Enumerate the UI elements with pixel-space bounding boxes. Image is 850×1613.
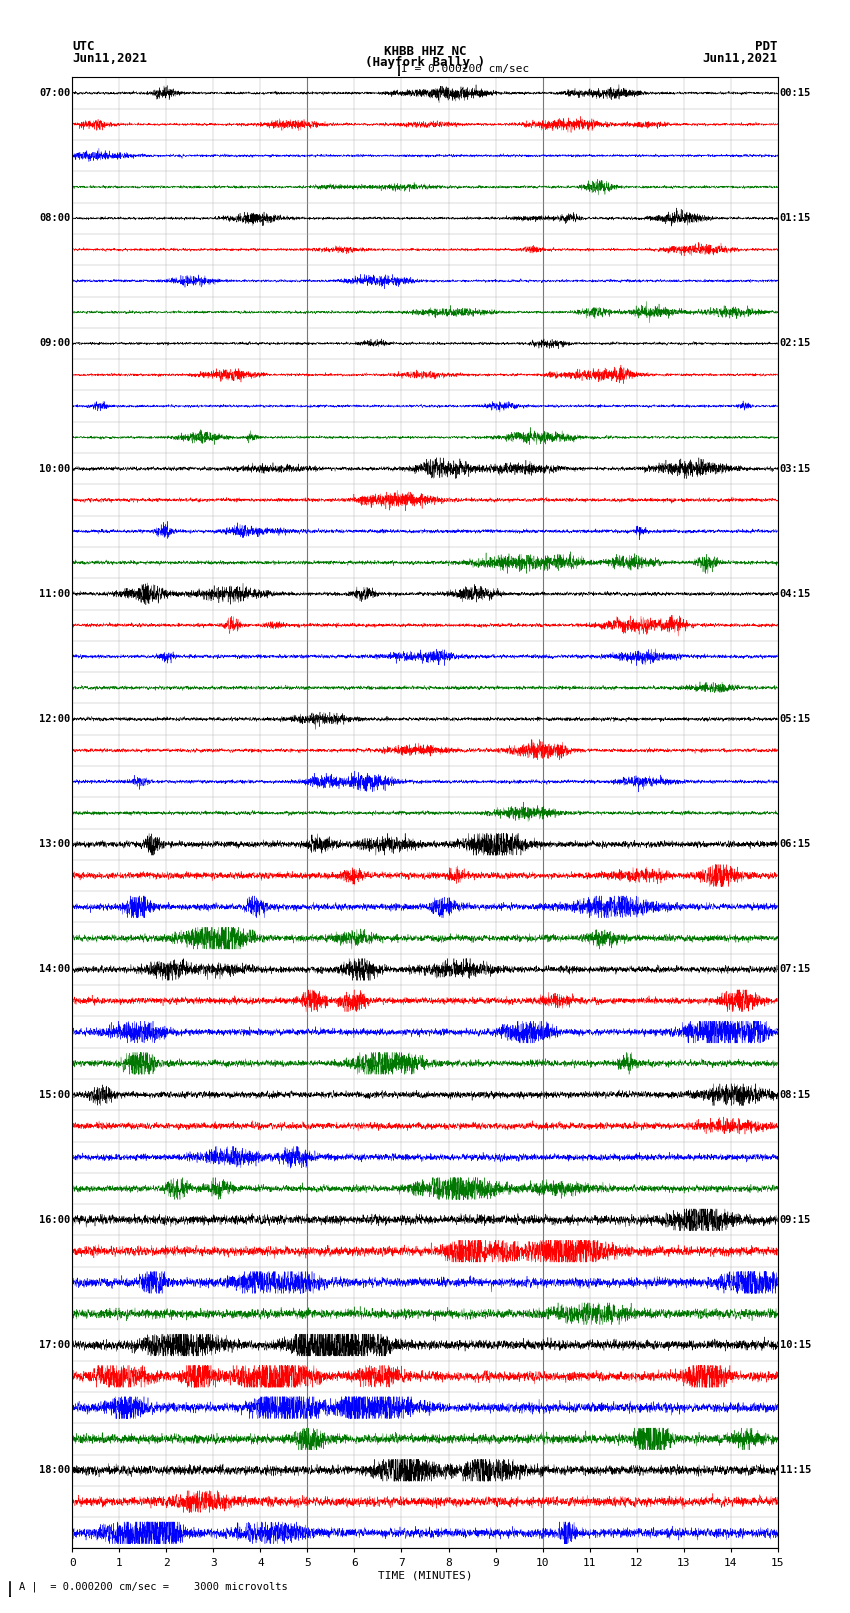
Text: A |  = 0.000200 cm/sec =    3000 microvolts: A | = 0.000200 cm/sec = 3000 microvolts: [19, 1582, 287, 1592]
Text: 07:15: 07:15: [779, 965, 811, 974]
Text: 03:15: 03:15: [779, 463, 811, 474]
Text: 10:00: 10:00: [39, 463, 71, 474]
Text: 05:15: 05:15: [779, 715, 811, 724]
Text: UTC: UTC: [72, 40, 94, 53]
Text: 18:00: 18:00: [39, 1465, 71, 1476]
Text: 11:00: 11:00: [39, 589, 71, 598]
Text: 09:15: 09:15: [779, 1215, 811, 1224]
Text: 14:00: 14:00: [39, 965, 71, 974]
Text: (Hayfork Bally ): (Hayfork Bally ): [365, 56, 485, 69]
Text: 15:00: 15:00: [39, 1090, 71, 1100]
Text: 08:15: 08:15: [779, 1090, 811, 1100]
Text: 09:00: 09:00: [39, 339, 71, 348]
Text: PDT: PDT: [756, 40, 778, 53]
Text: 17:00: 17:00: [39, 1340, 71, 1350]
Text: 07:00: 07:00: [39, 89, 71, 98]
Text: 04:15: 04:15: [779, 589, 811, 598]
Text: 02:15: 02:15: [779, 339, 811, 348]
Text: 00:15: 00:15: [779, 89, 811, 98]
Text: 16:00: 16:00: [39, 1215, 71, 1224]
Text: I = 0.000200 cm/sec: I = 0.000200 cm/sec: [401, 65, 530, 74]
Text: 13:00: 13:00: [39, 839, 71, 850]
Text: KHBB HHZ NC: KHBB HHZ NC: [383, 45, 467, 58]
Text: 06:15: 06:15: [779, 839, 811, 850]
X-axis label: TIME (MINUTES): TIME (MINUTES): [377, 1571, 473, 1581]
Text: 01:15: 01:15: [779, 213, 811, 223]
Text: 10:15: 10:15: [779, 1340, 811, 1350]
Text: Jun11,2021: Jun11,2021: [72, 52, 147, 65]
Text: 11:15: 11:15: [779, 1465, 811, 1476]
Text: Jun11,2021: Jun11,2021: [703, 52, 778, 65]
Text: 08:00: 08:00: [39, 213, 71, 223]
Text: 12:00: 12:00: [39, 715, 71, 724]
